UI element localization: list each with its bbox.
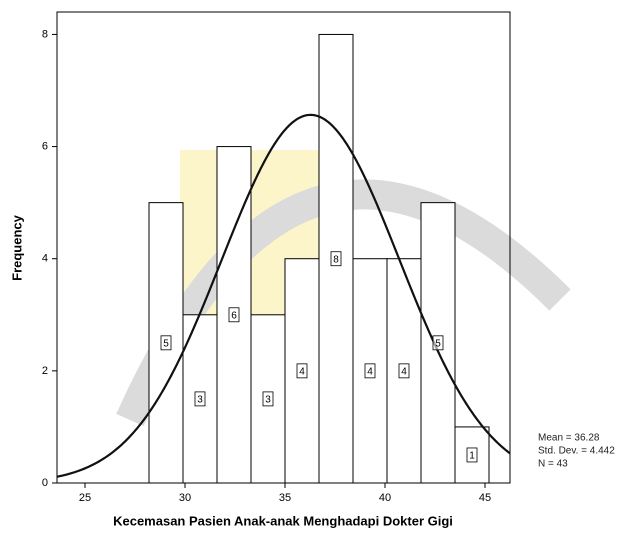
value-label: 8 [333, 254, 339, 265]
value-label-box [432, 335, 444, 351]
value-label-box [330, 251, 342, 267]
value-label-box [194, 391, 206, 407]
value-label-box [228, 307, 240, 323]
stat-n: N = 43 [538, 459, 568, 470]
value-label: 5 [163, 338, 169, 349]
value-label: 6 [231, 310, 237, 321]
value-label: 3 [197, 395, 203, 406]
value-label: 4 [299, 366, 305, 377]
y-tick-label: 0 [42, 477, 48, 489]
x-tick-label: 45 [479, 492, 491, 504]
bar [284, 258, 320, 484]
y-tick-label: 2 [42, 365, 48, 377]
value-label: 3 [265, 395, 271, 406]
value-label-box [364, 363, 376, 379]
value-label: 1 [469, 451, 475, 462]
value-label: 5 [435, 338, 441, 349]
value-label-box [398, 363, 410, 379]
value-label-box [466, 447, 478, 463]
value-label-box [296, 363, 308, 379]
value-label-box [262, 391, 274, 407]
value-label-box [160, 335, 172, 351]
x-tick-label: 30 [179, 492, 191, 504]
y-tick-label: 4 [42, 253, 48, 265]
stat-std-dev: Std. Dev. = 4.442 [538, 446, 615, 457]
x-tick-label: 35 [279, 492, 291, 504]
y-tick-label: 6 [42, 140, 48, 152]
y-tick-label: 8 [42, 28, 48, 40]
x-tick-label: 40 [379, 492, 391, 504]
stat-mean: Mean = 36.28 [538, 433, 600, 444]
value-label: 4 [367, 366, 373, 377]
bar [454, 426, 490, 484]
y-axis-title: Frequency [9, 214, 24, 281]
x-tick-label: 25 [79, 492, 91, 504]
value-label: 4 [401, 366, 407, 377]
x-axis-title: Kecemasan Pasien Anak-anak Menghadapi Do… [113, 513, 453, 528]
